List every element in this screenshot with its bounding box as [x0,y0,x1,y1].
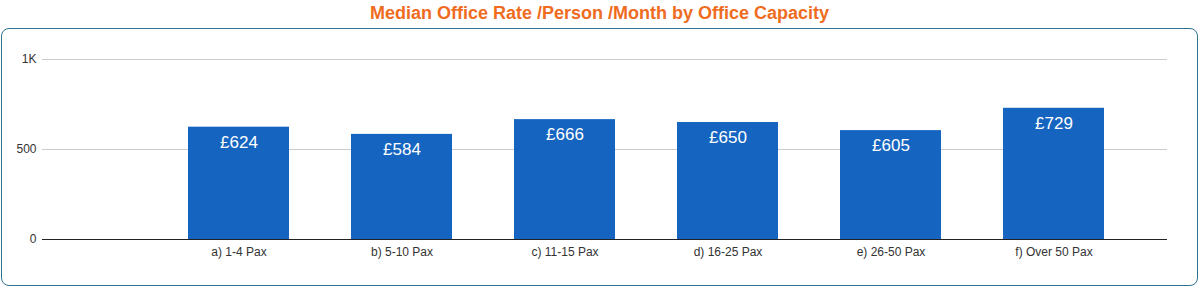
svg-text:f) Over 50 Pax: f) Over 50 Pax [1015,245,1092,259]
svg-text:£624: £624 [220,133,258,152]
svg-text:b) 5-10 Pax: b) 5-10 Pax [371,245,433,259]
svg-text:e) 26-50 Pax: e) 26-50 Pax [857,245,926,259]
svg-text:1K: 1K [22,52,37,66]
svg-text:c) 11-15 Pax: c) 11-15 Pax [531,245,598,259]
svg-text:500: 500 [16,142,36,156]
svg-text:£729: £729 [1035,114,1073,133]
html-text:Median Office Rate /Person /Mo: Median Office Rate /Person /Month by Off… [370,3,829,23]
svg-text:d) 16-25 Pax: d) 16-25 Pax [694,245,763,259]
svg-text:£605: £605 [872,136,910,155]
svg-text:£584: £584 [383,140,421,159]
svg-text:a) 1-4 Pax: a) 1-4 Pax [211,245,266,259]
svg-text:£666: £666 [546,125,584,144]
svg-text:£650: £650 [709,128,747,147]
svg-text:0: 0 [30,232,37,246]
